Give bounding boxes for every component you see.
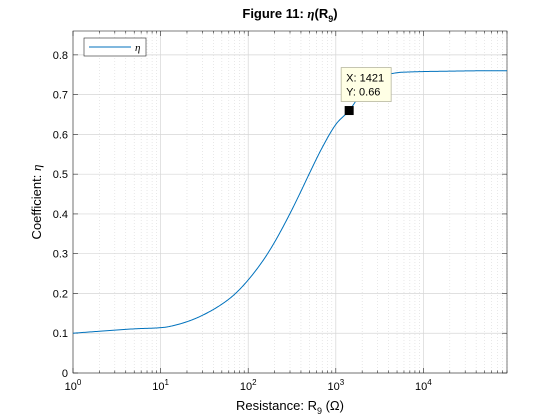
y-tick-label: 0.6	[53, 129, 68, 141]
tick-marks	[72, 31, 508, 374]
legend-entry-label: η	[135, 42, 140, 54]
x-axis-label: Resistance: R9 (Ω)	[236, 398, 344, 416]
x-tick-label: 102	[240, 378, 257, 393]
data-tip-marker	[344, 106, 354, 116]
data-tip-box	[340, 67, 392, 102]
y-tick-label: 0.2	[53, 288, 68, 300]
legend[interactable]: η	[83, 37, 147, 57]
series-line-eta	[72, 70, 507, 334]
x-tick-label: 101	[152, 378, 169, 393]
x-tick-label: 103	[327, 378, 344, 393]
y-tick-label: 0.3	[53, 249, 68, 261]
x-tick-label: 100	[65, 378, 82, 393]
y-tick-label: 0.5	[53, 169, 68, 181]
y-tick-label: 0.8	[53, 50, 68, 62]
y-tick-label: 0.1	[53, 328, 68, 340]
data-tip-y: Y: 0.66	[346, 87, 380, 99]
y-axis-label: Coefficient: η	[29, 165, 44, 240]
data-tip-x: X: 1421	[346, 73, 384, 85]
x-tick-labels: 100 101 102 103 104	[65, 378, 433, 393]
minor-grid	[99, 31, 508, 373]
data-tip[interactable]: X: 1421 Y: 0.66	[340, 67, 392, 116]
x-tick-label: 104	[415, 378, 432, 393]
series-layer	[72, 70, 507, 334]
y-tick-label: 0	[62, 368, 68, 380]
y-tick-label: 0.7	[53, 90, 68, 102]
chart-title: Figure 11: η(R9)	[242, 6, 337, 24]
y-tick-label: 0.4	[53, 209, 68, 221]
y-tick-labels: 0 0.1 0.2 0.3 0.4 0.5 0.6 0.7 0.8	[53, 50, 68, 380]
